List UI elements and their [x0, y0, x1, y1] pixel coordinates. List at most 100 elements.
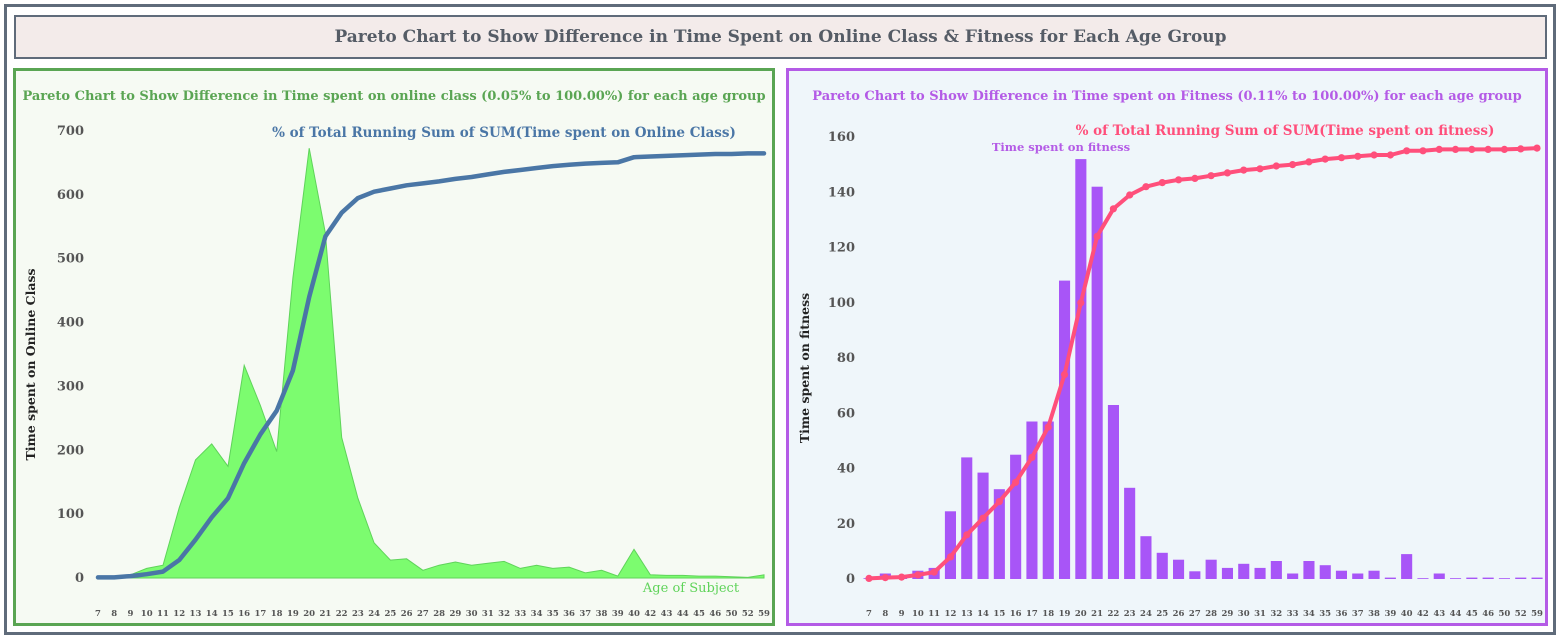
fitness-bar [977, 472, 989, 579]
x-tick-label: 34 [531, 609, 543, 619]
x-tick-label: 22 [1107, 609, 1119, 619]
x-tick-label: 20 [1075, 609, 1087, 619]
fitness-bar [1026, 421, 1038, 579]
fitness-bar [1140, 536, 1152, 579]
running-sum-point [1028, 453, 1036, 461]
x-tick-label: 16 [1010, 609, 1022, 619]
fitness-bar [1107, 405, 1119, 579]
fitness-bar [1531, 577, 1543, 579]
x-tick-label: 18 [1042, 609, 1054, 619]
y-tick-label: 0 [75, 571, 84, 586]
fitness-bar [1270, 561, 1282, 579]
x-tick-label: 36 [563, 609, 575, 619]
x-tick-label: 37 [1352, 609, 1364, 619]
running-sum-point [1256, 165, 1264, 173]
y-tick-label: 200 [57, 443, 84, 458]
x-tick-label: 39 [1384, 609, 1396, 619]
x-tick-label: 10 [912, 609, 924, 619]
fitness-bar [1075, 159, 1087, 579]
running-sum-point [963, 531, 971, 539]
x-tick-label: 13 [190, 609, 202, 619]
x-tick-label: 43 [661, 609, 673, 619]
x-tick-label: 28 [1205, 609, 1217, 619]
running-sum-point [1077, 299, 1085, 307]
x-tick-label: 17 [255, 609, 267, 619]
x-tick-label: 43 [1433, 609, 1445, 619]
x-tick-label: 24 [1140, 609, 1152, 619]
x-tick-label: 7 [95, 609, 101, 619]
y-tick-label: 700 [57, 124, 84, 139]
x-tick-label: 30 [466, 609, 478, 619]
x-tick-label: 44 [1450, 609, 1462, 619]
running-sum-point [1012, 478, 1020, 486]
x-tick-label: 45 [1466, 609, 1478, 619]
fitness-bar [1238, 563, 1250, 579]
x-tick-label: 11 [928, 609, 940, 619]
x-tick-label: 33 [1287, 609, 1299, 619]
y-tick-label: 160 [828, 130, 855, 145]
fitness-bar [1173, 559, 1185, 579]
x-tick-label: 23 [1124, 609, 1136, 619]
running-sum-point [995, 498, 1003, 506]
running-sum-point [1451, 145, 1460, 153]
fitness-bar [993, 489, 1005, 579]
y-tick-label: 300 [57, 379, 84, 394]
fitness-bar [944, 511, 956, 579]
x-tick-label: 12 [945, 609, 957, 619]
x-tick-label: 25 [384, 609, 396, 619]
running-sum-point [1403, 147, 1411, 155]
running-sum-point [946, 553, 955, 561]
fitness-bar [1498, 578, 1510, 579]
fitness-panel: Pareto Chart to Show Difference in Time … [786, 68, 1548, 626]
running-sum-point [1500, 145, 1508, 153]
x-tick-label: 52 [1515, 609, 1527, 619]
x-tick-label: 34 [1303, 609, 1315, 619]
x-tick-label: 50 [726, 609, 738, 619]
y-tick-label: 140 [828, 185, 855, 200]
x-tick-label: 42 [644, 609, 656, 619]
fitness-bar [1335, 570, 1347, 579]
x-tick-label: 50 [1498, 609, 1510, 619]
running-sum-point [1126, 191, 1134, 199]
fitness-bar [1466, 577, 1478, 579]
fitness-bar [1433, 573, 1445, 579]
x-tick-label: 13 [961, 609, 973, 619]
fitness-bar [1401, 554, 1413, 579]
fitness-bar [1059, 280, 1071, 579]
y-axis-label: Time spent on fitness [797, 293, 812, 443]
running-sum-point [1207, 172, 1215, 180]
y-tick-label: 0 [846, 572, 855, 587]
x-tick-label: 20 [303, 609, 315, 619]
x-tick-label: 15 [222, 609, 234, 619]
running-sum-point [1419, 147, 1427, 155]
y-tick-label: 60 [837, 406, 855, 421]
x-tick-label: 27 [1189, 609, 1201, 619]
x-tick-label: 9 [899, 609, 905, 619]
running-sum-point [1158, 179, 1166, 187]
y-tick-label: 400 [57, 316, 84, 331]
running-sum-point [865, 574, 873, 582]
x-tick-label: 11 [157, 609, 169, 619]
x-tick-label: 16 [238, 609, 250, 619]
x-tick-label: 9 [128, 609, 134, 619]
x-tick-label: 22 [336, 609, 348, 619]
running-sum-point [914, 571, 922, 579]
running-sum-point [881, 574, 889, 582]
running-sum-point [1060, 371, 1069, 379]
y-tick-label: 600 [57, 188, 84, 203]
x-tick-label: 36 [1336, 609, 1348, 619]
x-tick-label: 31 [482, 609, 494, 619]
fitness-bar [1515, 577, 1527, 579]
fitness-bar [1384, 577, 1396, 579]
x-axis-annotation: Age of Subject [642, 581, 740, 596]
y-tick-label: 120 [828, 241, 855, 256]
running-sum-line [95, 151, 767, 580]
x-tick-label: 59 [758, 609, 770, 619]
fitness-bar [1417, 578, 1429, 579]
x-tick-label: 28 [433, 609, 445, 619]
x-tick-label: 32 [498, 609, 510, 619]
y-tick-label: 40 [837, 462, 855, 477]
fitness-bar [1189, 571, 1201, 579]
fitness-bar [1303, 561, 1315, 579]
online-class-panel: Pareto Chart to Show Difference in Time … [13, 68, 775, 626]
